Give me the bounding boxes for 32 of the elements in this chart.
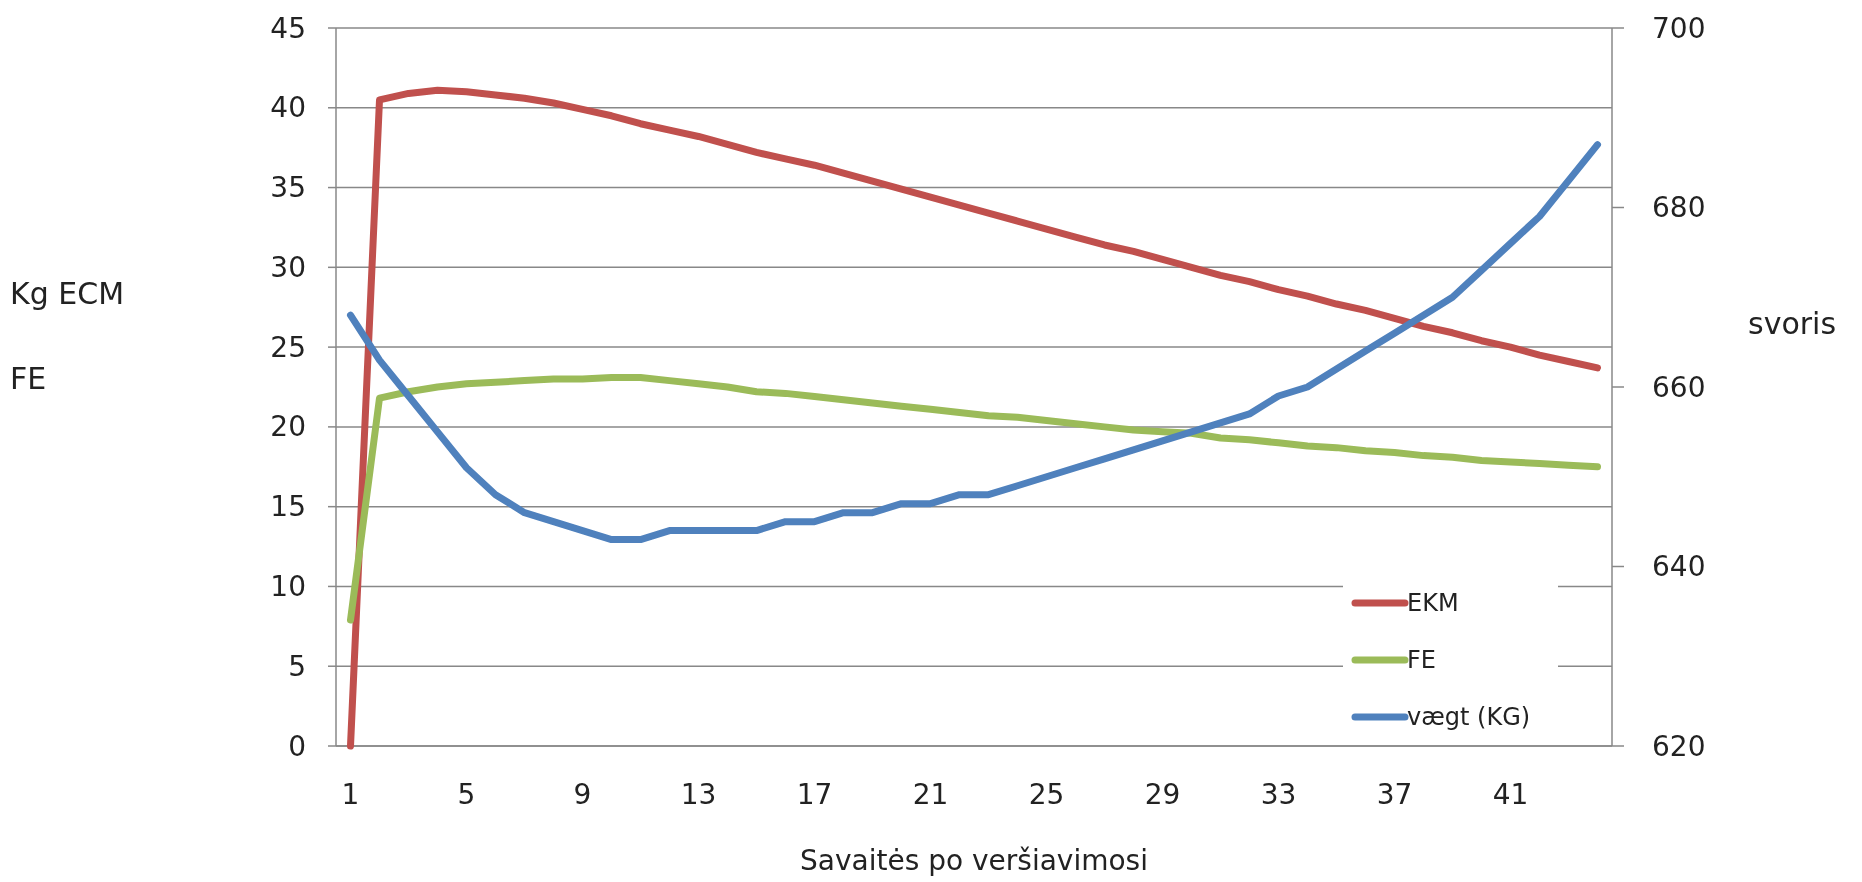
x-tick-label: 17 <box>796 777 833 811</box>
y-tick-label: 15 <box>270 490 306 524</box>
x-tick-label: 9 <box>573 777 592 811</box>
y2-tick-label: 680 <box>1652 191 1706 224</box>
y-tick-label: 20 <box>270 410 306 444</box>
legend-label: FE <box>1407 646 1436 674</box>
x-tick-label: 1 <box>341 777 360 811</box>
legend-label: EKM <box>1407 589 1459 617</box>
x-tick-label: 13 <box>680 777 717 811</box>
text: Kg ECM FE <box>10 275 125 396</box>
y2-tick-label: 700 <box>1652 11 1706 45</box>
y2-tick-label: 660 <box>1652 370 1706 404</box>
y-tick-label: 45 <box>270 11 306 45</box>
y-tick-label: 35 <box>270 171 306 205</box>
x-tick-label: 37 <box>1376 777 1413 811</box>
x-axis-title: Savaitės po veršiavimosi <box>800 843 1148 877</box>
x-tick-label: 5 <box>457 777 476 811</box>
y2-tick-label: 620 <box>1652 729 1706 763</box>
y2-axis-title: svoris <box>1748 305 1837 341</box>
x-tick-label: 33 <box>1260 777 1297 811</box>
x-tick-label: 25 <box>1028 777 1065 811</box>
y-tick-label: 25 <box>270 330 306 364</box>
y-tick-label: 40 <box>270 91 306 125</box>
x-tick-label: 41 <box>1492 777 1529 811</box>
y-tick-label: 10 <box>270 569 306 603</box>
legend-label: vægt (KG) <box>1407 703 1531 731</box>
y-tick-label: 5 <box>288 649 306 683</box>
x-tick-label: 21 <box>912 777 949 811</box>
y-tick-label: 0 <box>288 729 306 763</box>
y2-tick-label: 640 <box>1652 550 1706 583</box>
x-tick-label: 29 <box>1144 777 1181 811</box>
y-tick-label: 30 <box>270 250 306 284</box>
